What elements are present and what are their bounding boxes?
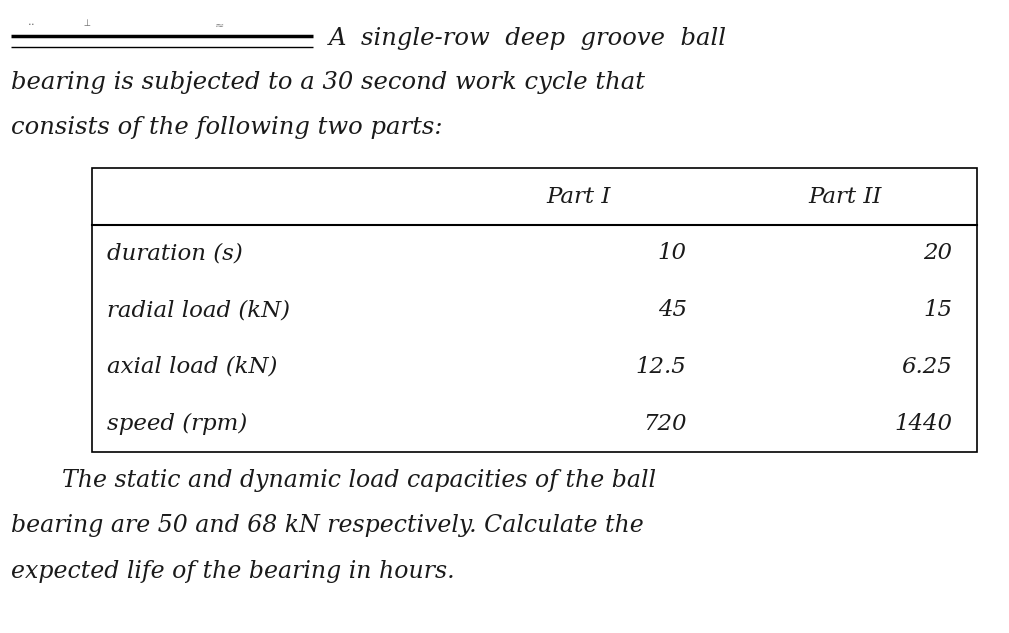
Text: 45: 45: [658, 299, 687, 321]
Text: radial load (kN): radial load (kN): [107, 299, 290, 321]
Text: 6.25: 6.25: [901, 356, 952, 378]
Text: speed (rpm): speed (rpm): [107, 413, 247, 435]
Text: $\perp$: $\perp$: [82, 16, 92, 28]
Text: 20: 20: [923, 242, 952, 265]
Text: 1440: 1440: [894, 413, 952, 435]
Text: bearing is subjected to a 30 second work cycle that: bearing is subjected to a 30 second work…: [11, 71, 646, 94]
Text: 720: 720: [643, 413, 687, 435]
Text: bearing are 50 and 68 kN respectively. Calculate the: bearing are 50 and 68 kN respectively. C…: [11, 515, 644, 537]
Text: 10: 10: [658, 242, 687, 265]
Text: $\cdot\!\cdot$: $\cdot\!\cdot$: [27, 18, 35, 28]
Text: expected life of the bearing in hours.: expected life of the bearing in hours.: [11, 560, 455, 583]
Text: duration (s): duration (s): [107, 242, 243, 265]
Text: consists of the following two parts:: consists of the following two parts:: [11, 116, 443, 139]
Text: A  single-row  deep  groove  ball: A single-row deep groove ball: [328, 27, 726, 49]
Text: Part I: Part I: [547, 185, 611, 208]
Text: 12.5: 12.5: [636, 356, 687, 378]
Text: $\approx$: $\approx$: [212, 20, 224, 30]
Text: axial load (kN): axial load (kN): [107, 356, 277, 378]
Text: Part II: Part II: [808, 185, 881, 208]
Text: 15: 15: [923, 299, 952, 321]
Text: The static and dynamic load capacities of the ball: The static and dynamic load capacities o…: [62, 469, 656, 492]
FancyBboxPatch shape: [92, 168, 978, 452]
